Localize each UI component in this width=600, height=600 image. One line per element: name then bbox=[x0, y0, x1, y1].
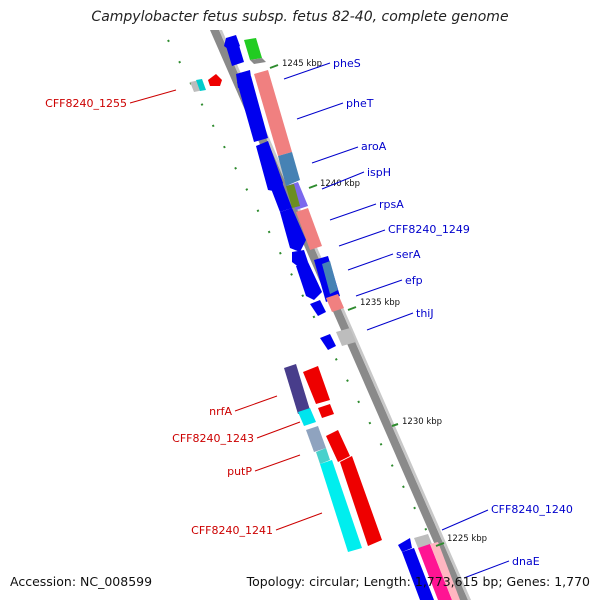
gene-label[interactable]: pheS bbox=[333, 57, 361, 70]
gene-block bbox=[414, 534, 432, 548]
gene-label[interactable]: CFF8240_1241 bbox=[191, 524, 273, 537]
gene-block bbox=[296, 208, 322, 250]
leader-line bbox=[355, 279, 403, 297]
gene-label[interactable]: CFF8240_1249 bbox=[388, 223, 470, 236]
cds-arrow bbox=[326, 430, 350, 462]
gene-label[interactable]: serA bbox=[396, 248, 421, 261]
reverse-feature-track bbox=[284, 364, 362, 552]
gene-block bbox=[306, 426, 326, 452]
cds-arrow bbox=[260, 156, 278, 176]
genome-stats-text: Topology: circular; Length: 1,773,615 bp… bbox=[246, 574, 590, 589]
leader-line bbox=[347, 253, 394, 271]
forward-leader-lines bbox=[283, 62, 510, 579]
gene-label[interactable]: CFF8240_1240 bbox=[491, 503, 573, 516]
tick-mark bbox=[347, 306, 357, 311]
leader-line bbox=[275, 512, 323, 531]
tick-label-1225: 1225 kbp bbox=[447, 534, 487, 544]
gene-label[interactable]: thiJ bbox=[416, 307, 434, 320]
gene-label[interactable]: CFF8240_1243 bbox=[172, 432, 254, 445]
leader-line bbox=[338, 229, 386, 247]
cds-arrow bbox=[402, 548, 434, 600]
tick-labels: 1245 kbp 1240 kbp 1235 kbp 1230 kbp 1225… bbox=[282, 59, 487, 544]
gene-block bbox=[326, 294, 344, 312]
gene-block bbox=[254, 70, 292, 156]
tick-label-1230: 1230 kbp bbox=[402, 417, 442, 427]
reverse-cds-track bbox=[190, 74, 382, 546]
gene-block bbox=[430, 542, 460, 600]
cds-arrow bbox=[280, 208, 306, 252]
gene-label[interactable]: efp bbox=[405, 274, 423, 287]
gene-label[interactable]: nrfA bbox=[209, 405, 232, 418]
tick-label-1245: 1245 kbp bbox=[282, 59, 322, 69]
cds-arrow bbox=[208, 74, 222, 86]
gene-block bbox=[320, 460, 362, 552]
leader-line bbox=[256, 421, 301, 439]
cds-arrow bbox=[226, 42, 244, 66]
forward-gene-labels: pheS pheT aroA ispH rpsA CFF8240_1249 se… bbox=[333, 57, 573, 568]
cds-arrow bbox=[340, 456, 382, 546]
gene-block bbox=[196, 79, 206, 91]
gene-block bbox=[250, 58, 266, 64]
tick-mark bbox=[435, 542, 445, 547]
gene-label[interactable]: CFF8240_1255 bbox=[45, 97, 127, 110]
reverse-leader-lines bbox=[129, 89, 323, 531]
map-title: Campylobacter fetus subsp. fetus 82-40, … bbox=[91, 9, 509, 25]
leader-line bbox=[296, 102, 344, 120]
gene-label[interactable]: dnaE bbox=[512, 555, 540, 568]
cds-arrow bbox=[303, 366, 330, 404]
cds-arrow bbox=[236, 70, 252, 88]
leader-line bbox=[441, 509, 489, 531]
leader-line bbox=[463, 560, 510, 579]
gene-block bbox=[336, 328, 356, 346]
cds-arrow bbox=[296, 262, 322, 300]
tick-marks bbox=[269, 64, 445, 547]
leader-line bbox=[234, 395, 278, 412]
gene-label[interactable]: ispH bbox=[367, 166, 391, 179]
gene-label[interactable]: aroA bbox=[361, 140, 387, 153]
leader-line bbox=[311, 146, 359, 164]
forward-feature-track bbox=[244, 38, 460, 600]
cds-arrow bbox=[320, 334, 336, 350]
gene-block bbox=[244, 38, 262, 60]
leader-line bbox=[254, 454, 301, 472]
cds-arrow bbox=[398, 538, 412, 552]
gene-block bbox=[322, 261, 338, 294]
cds-arrow bbox=[237, 76, 268, 142]
gene-block bbox=[298, 408, 316, 426]
leader-line bbox=[283, 62, 331, 80]
gene-label[interactable]: pheT bbox=[346, 97, 374, 110]
gene-block bbox=[286, 184, 300, 208]
gene-block bbox=[284, 364, 310, 414]
gene-block bbox=[316, 448, 330, 464]
cds-arrow bbox=[270, 182, 292, 212]
tick-mark bbox=[308, 184, 318, 189]
leader-line bbox=[366, 312, 414, 331]
leader-line bbox=[329, 203, 377, 221]
gene-label[interactable]: rpsA bbox=[379, 198, 404, 211]
reverse-gene-labels: CFF8240_1255 nrfA CFF8240_1243 putP CFF8… bbox=[45, 97, 273, 537]
guide-dotted-line bbox=[167, 39, 443, 561]
leader-line bbox=[321, 171, 365, 190]
cds-arrow bbox=[318, 404, 334, 418]
tick-label-1240: 1240 kbp bbox=[320, 179, 360, 189]
gene-label[interactable]: putP bbox=[227, 465, 252, 478]
gene-block bbox=[278, 152, 300, 186]
tick-mark bbox=[269, 64, 279, 69]
accession-text: Accession: NC_008599 bbox=[10, 574, 153, 589]
tick-label-1235: 1235 kbp bbox=[360, 298, 400, 308]
cds-arrow bbox=[310, 300, 326, 316]
tick-mark bbox=[391, 423, 399, 427]
leader-line bbox=[129, 89, 177, 104]
forward-cds-track bbox=[224, 35, 434, 600]
genome-backbone-highlight bbox=[219, 30, 471, 600]
gene-block bbox=[418, 544, 452, 600]
